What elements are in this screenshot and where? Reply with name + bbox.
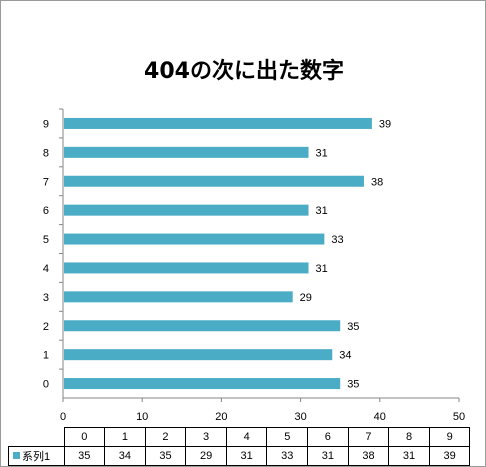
bar [64, 349, 333, 361]
data-table-category-cell: 5 [266, 427, 309, 447]
legend-series-name: 系列1 [22, 451, 51, 463]
data-label: 33 [331, 234, 343, 246]
data-table-value-cell: 31 [225, 446, 268, 466]
data-table-value-cell: 39 [428, 446, 471, 466]
data-label: 35 [347, 379, 359, 391]
x-tick-label: 30 [294, 411, 306, 423]
data-label: 31 [316, 205, 328, 217]
data-label: 35 [347, 321, 359, 333]
data-table-corner [9, 428, 65, 447]
y-category-label: 9 [43, 118, 49, 130]
data-label: 34 [339, 350, 351, 362]
bar [64, 204, 309, 216]
data-table-value-cell: 33 [266, 446, 309, 466]
bar [64, 262, 309, 274]
data-table-category-cell: 1 [104, 427, 146, 447]
x-tick-label: 20 [215, 411, 227, 423]
data-table-value-cell: 31 [307, 446, 349, 466]
data-table-category-cell: 3 [185, 427, 227, 447]
data-label: 39 [379, 118, 391, 130]
data-label: 31 [316, 263, 328, 275]
legend-swatch [13, 452, 20, 459]
data-label: 31 [316, 147, 328, 159]
data-table-category-cell: 9 [428, 427, 471, 447]
data-table-category-cell: 0 [63, 427, 106, 447]
y-category-label: 6 [43, 205, 49, 217]
data-table-value-cell: 35 [144, 446, 187, 466]
bar [64, 117, 372, 129]
data-table-value-cell: 35 [63, 446, 106, 466]
bar [64, 378, 341, 390]
bar [64, 146, 309, 158]
y-category-label: 8 [43, 147, 49, 159]
data-table-value-cell: 38 [347, 446, 390, 466]
data-table-category-cell: 8 [388, 427, 430, 447]
y-category-label: 1 [43, 350, 49, 362]
y-category-label: 7 [43, 176, 49, 188]
y-category-label: 3 [43, 292, 49, 304]
bar [64, 233, 325, 245]
x-tick-label: 10 [136, 411, 148, 423]
data-table-value-cell: 31 [388, 446, 430, 466]
data-table-value-cell: 29 [185, 446, 227, 466]
y-category-label: 5 [43, 234, 49, 246]
data-label: 38 [371, 176, 383, 188]
x-tick-label: 0 [60, 411, 66, 423]
data-label: 29 [300, 292, 312, 304]
bar [64, 320, 341, 332]
chart-title: 404の次に出た数字 [144, 59, 344, 84]
data-table-category-cell: 2 [144, 427, 187, 447]
x-tick-label: 50 [453, 411, 465, 423]
data-table-value-cell: 34 [104, 446, 146, 466]
legend-entry: 系列1 [8, 446, 65, 466]
y-category-label: 2 [43, 321, 49, 333]
bar [64, 291, 293, 303]
data-table-category-cell: 4 [225, 427, 268, 447]
y-category-label: 4 [43, 263, 49, 275]
data-table-category-cell: 6 [307, 427, 349, 447]
x-tick-label: 40 [374, 411, 386, 423]
data-table-series-row: 系列1 35 34 35 29 31 33 31 38 31 39 [8, 446, 471, 466]
y-category-label: 0 [43, 379, 49, 391]
bar [64, 175, 364, 187]
data-table-category-cell: 7 [347, 427, 390, 447]
